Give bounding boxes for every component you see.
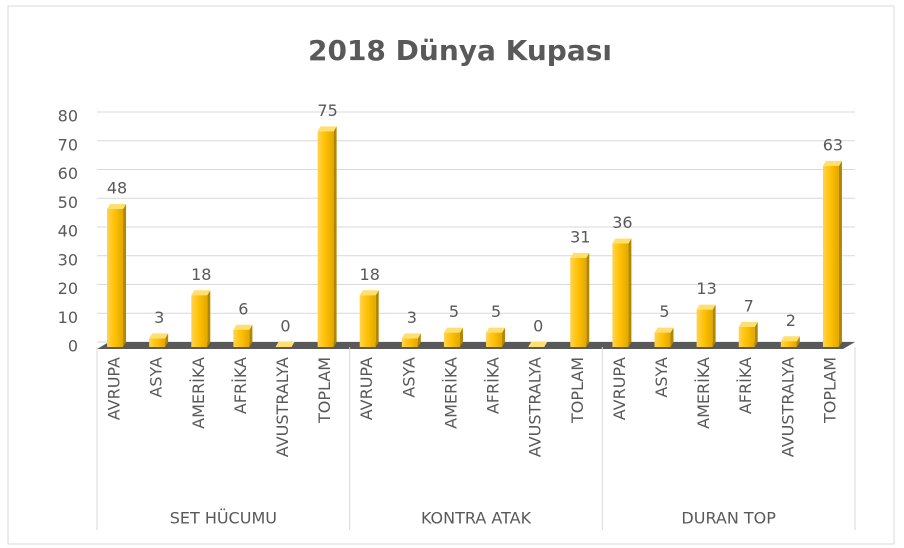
value-label: 31 [570,227,590,246]
bar [401,333,421,347]
bar [359,290,379,347]
group-label: DURAN TOP [681,509,776,528]
bar [696,304,716,347]
x-tick-label: TOPLAM [568,357,587,424]
value-label: 75 [317,101,337,120]
value-label: 5 [659,302,669,321]
bar [570,252,590,347]
bar [780,336,800,347]
value-label: 63 [823,135,843,154]
x-tick-label: AFRİKA [231,357,250,414]
x-tick-label: AVUSTRALYA [778,357,797,457]
bar [443,327,463,347]
bar [822,160,842,347]
bar [275,342,295,347]
x-tick-label: AVRUPA [105,357,124,420]
value-label: 2 [786,311,796,330]
bar [107,204,127,347]
y-tick-label: 10 [58,308,78,327]
x-tick-label: AMERİKA [189,357,208,429]
bar [149,333,169,347]
y-tick-label: 50 [58,193,78,212]
y-tick-label: 80 [58,107,78,126]
value-label: 3 [154,308,164,327]
x-tick-label: ASYA [652,357,671,398]
x-tick-label: AVRUPA [610,357,629,420]
x-tick-label: TOPLAM [820,357,839,424]
chart-title: 2018 Dünya Kupası [308,34,612,67]
bar [528,342,548,347]
x-tick-label: AFRİKA [484,357,503,414]
value-label: 7 [744,296,754,315]
y-tick-label: 30 [58,250,78,269]
y-tick-label: 0 [68,337,78,356]
group-label: KONTRA ATAK [421,509,532,528]
x-tick-label: AMERİKA [694,357,713,429]
value-label: 0 [280,317,290,336]
value-label: 5 [491,302,501,321]
value-label: 36 [612,213,632,232]
x-tick-label: ASYA [147,357,166,398]
bar [738,321,758,347]
value-label: 0 [533,317,543,336]
value-label: 18 [360,265,380,284]
x-tick-label: AVRUPA [357,357,376,420]
bar [233,324,253,347]
y-tick-label: 60 [58,164,78,183]
bar [654,327,674,347]
y-tick-label: 70 [58,135,78,154]
value-label: 6 [238,299,248,318]
bar [191,290,211,347]
x-tick-label: TOPLAM [315,357,334,424]
bar [317,126,337,347]
x-tick-label: AVUSTRALYA [526,357,545,457]
value-label: 5 [449,302,459,321]
bar [486,327,506,347]
x-tick-label: ASYA [399,357,418,398]
x-tick-label: AMERİKA [441,357,460,429]
value-label: 48 [107,179,127,198]
value-label: 18 [191,265,211,284]
y-tick-label: 40 [58,222,78,241]
group-label: SET HÜCUMU [170,509,277,528]
value-label: 3 [407,308,417,327]
bar [612,238,632,347]
x-tick-label: AFRİKA [736,357,755,414]
y-tick-label: 20 [58,279,78,298]
x-tick-label: AVUSTRALYA [273,357,292,457]
chart-border [7,5,895,545]
value-label: 13 [696,279,716,298]
